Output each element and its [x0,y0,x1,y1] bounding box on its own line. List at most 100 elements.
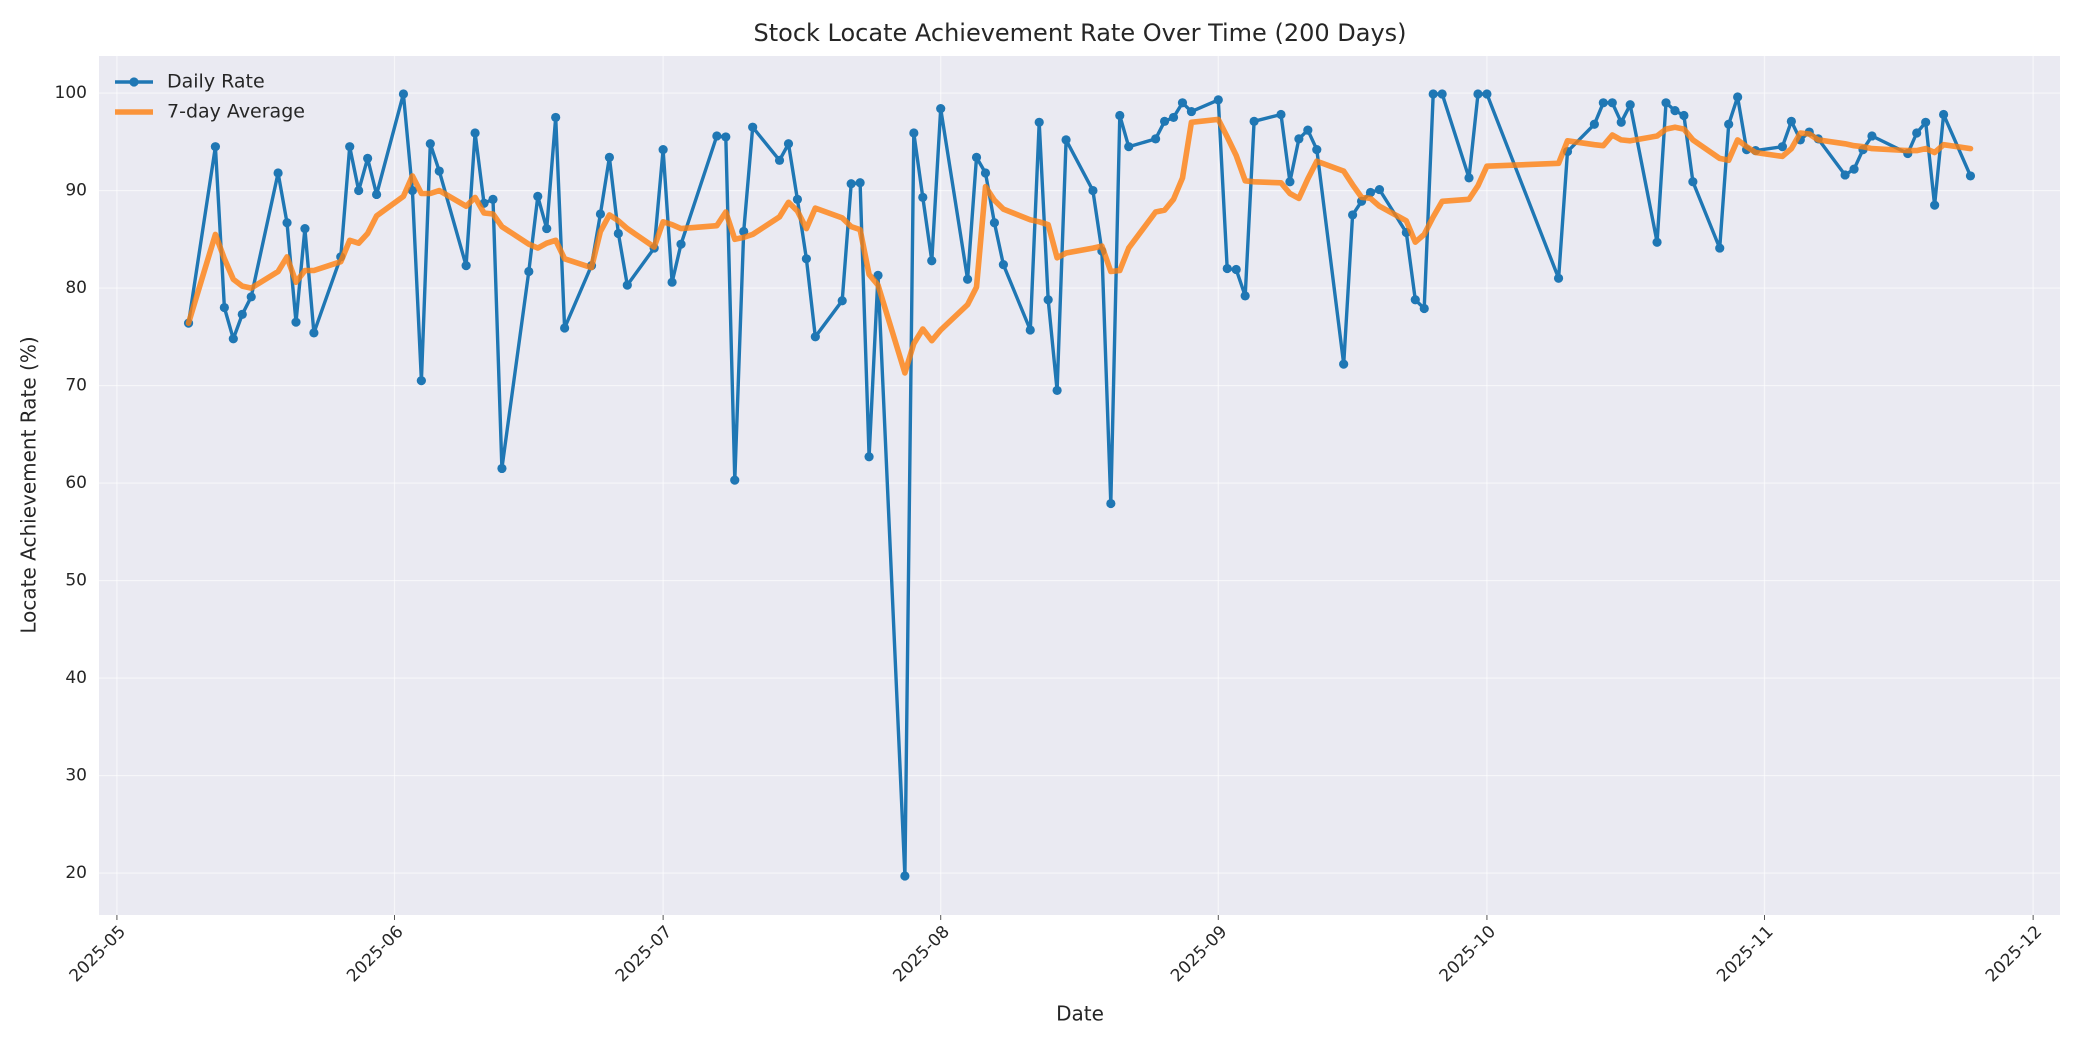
data-point [1043,295,1053,305]
data-point [1930,200,1940,210]
data-point [900,871,910,881]
data-point [1965,171,1976,181]
data-point [1553,273,1564,283]
data-point [1607,98,1617,108]
y-tick-label: 30 [65,766,87,786]
data-point [676,239,686,249]
data-point [210,142,221,152]
data-point [1159,116,1170,126]
data-point [998,260,1008,270]
data-point [1374,184,1385,195]
data-point [1285,177,1295,187]
x-axis-label: Date [1056,1002,1104,1026]
data-point [622,280,632,290]
data-point [1670,106,1680,116]
data-point [524,266,534,277]
data-point [801,254,811,264]
x-tick-label: 2025-07 [612,922,676,986]
data-point [1428,89,1438,99]
data-point [488,194,498,204]
data-point [980,168,991,178]
y-tick-label: 60 [65,473,87,493]
data-point [774,155,785,165]
legend-label: 7-day Average [167,101,305,123]
data-point [1034,117,1044,127]
data-point [1061,135,1071,145]
data-point [855,178,865,188]
data-point [1177,98,1188,108]
data-point [1168,112,1179,123]
data-point [712,131,722,141]
data-point [658,145,668,155]
data-point [748,122,758,132]
plot-area [99,56,2060,915]
data-point [1688,177,1698,187]
data-point [363,153,373,163]
data-point [1482,89,1492,99]
data-point [1025,325,1035,335]
data-point [398,89,409,99]
data-point [291,317,301,327]
data-point [1231,264,1241,275]
data-point [416,376,426,386]
legend-label: Daily Rate [167,71,265,93]
data-point [1473,89,1483,99]
data-point [1365,187,1376,198]
data-point [971,152,982,163]
data-point [1938,109,1949,120]
series-line [185,116,1974,376]
x-tick-label: 2025-11 [1713,922,1777,986]
data-point [461,261,471,271]
data-point [989,218,1000,228]
data-point [1912,128,1922,138]
data-point [551,112,561,123]
legend: Daily Rate 7-day Average [115,71,305,123]
data-point [873,270,883,280]
data-point [1213,95,1223,105]
data-point [542,223,552,234]
data-point [1303,125,1313,135]
data-point [810,332,820,342]
data-point [846,179,856,189]
x-tick-label: 2025-09 [1167,922,1231,986]
data-point [1616,117,1626,127]
data-point [1840,170,1850,180]
data-point [864,452,874,462]
data-point [1115,110,1125,121]
y-tick-label: 70 [65,376,87,396]
data-point [246,292,256,302]
x-tick-label: 2025-08 [889,922,953,986]
data-point [936,104,946,114]
y-tick-label: 50 [65,571,87,591]
x-tick-label: 2025-06 [343,922,407,986]
data-point [282,218,292,228]
data-point [309,328,319,338]
data-point [1151,134,1161,144]
data-point [1715,243,1725,253]
data-point [918,192,928,202]
y-tick-label: 40 [65,668,87,688]
data-point [1222,263,1232,274]
data-point [1921,117,1931,127]
data-point [837,296,847,306]
x-tick-label: 2025-10 [1436,922,1500,986]
data-point [721,132,731,142]
data-point [300,223,310,234]
data-point [1867,131,1877,141]
data-point [1240,291,1250,301]
data-point [962,274,973,284]
data-point [1294,134,1304,144]
data-point [560,323,570,333]
data-point [909,128,919,138]
data-point [371,189,382,200]
y-tick-label: 100 [55,83,87,103]
data-point [1661,98,1671,108]
y-axis-label: Locate Achievement Rate (%) [17,336,41,633]
data-point [1849,164,1859,174]
x-tick-label: 2025-12 [1982,922,2046,986]
data-point [425,139,435,149]
data-point [1777,142,1788,152]
data-point [1679,110,1689,121]
data-point [407,185,418,196]
